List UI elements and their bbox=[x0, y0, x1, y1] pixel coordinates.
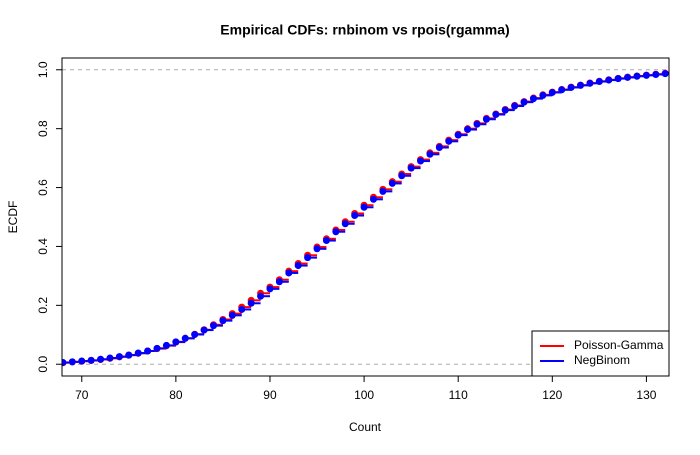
x-tick-label: 90 bbox=[263, 388, 277, 402]
x-tick-label: 100 bbox=[354, 388, 374, 402]
point bbox=[87, 356, 95, 364]
point bbox=[520, 98, 528, 106]
plot-area bbox=[62, 69, 669, 367]
point bbox=[257, 292, 265, 300]
point bbox=[294, 262, 302, 270]
point bbox=[115, 353, 123, 361]
point bbox=[633, 72, 641, 80]
point bbox=[285, 269, 293, 277]
legend-label: Poisson-Gamma bbox=[574, 338, 664, 352]
point bbox=[200, 326, 208, 334]
x-tick-label: 110 bbox=[449, 388, 468, 402]
point bbox=[153, 344, 161, 352]
point bbox=[595, 78, 603, 86]
point bbox=[62, 358, 67, 366]
point bbox=[172, 338, 180, 346]
point bbox=[426, 150, 434, 158]
point bbox=[473, 120, 481, 128]
y-tick-label: 0.4 bbox=[36, 238, 50, 255]
point bbox=[97, 355, 105, 363]
point bbox=[369, 195, 377, 203]
point bbox=[605, 76, 613, 84]
point bbox=[341, 220, 349, 228]
point bbox=[407, 164, 415, 172]
point bbox=[181, 334, 189, 342]
y-tick-label: 0.6 bbox=[36, 179, 50, 196]
x-tick-label: 120 bbox=[542, 388, 562, 402]
point bbox=[398, 172, 406, 180]
point bbox=[435, 144, 443, 152]
point bbox=[322, 237, 330, 245]
x-tick-label: 70 bbox=[75, 388, 89, 402]
point bbox=[228, 311, 236, 319]
point bbox=[511, 102, 519, 110]
legend-box bbox=[531, 330, 670, 377]
plot-frame bbox=[61, 57, 670, 377]
point bbox=[219, 317, 227, 325]
point bbox=[614, 75, 622, 83]
point bbox=[304, 254, 312, 262]
point bbox=[445, 137, 453, 145]
point bbox=[586, 79, 594, 87]
point bbox=[332, 228, 340, 236]
y-tick-label: 0.2 bbox=[36, 297, 50, 314]
x-axis-label: Count bbox=[349, 420, 382, 434]
point bbox=[68, 358, 76, 366]
point bbox=[388, 179, 396, 187]
point bbox=[379, 187, 387, 195]
point bbox=[558, 86, 566, 94]
legend-label: NegBinom bbox=[574, 353, 630, 367]
y-tick-label: 1.0 bbox=[36, 61, 50, 78]
point bbox=[162, 341, 170, 349]
point bbox=[642, 71, 650, 79]
x-tick-label: 80 bbox=[169, 388, 183, 402]
point bbox=[191, 330, 199, 338]
point bbox=[548, 88, 556, 96]
point bbox=[492, 111, 500, 119]
point bbox=[482, 115, 490, 123]
point bbox=[567, 83, 575, 91]
point bbox=[266, 285, 274, 293]
point bbox=[275, 278, 283, 286]
point bbox=[134, 349, 142, 357]
point bbox=[210, 322, 218, 330]
point bbox=[360, 203, 368, 211]
point bbox=[454, 131, 462, 139]
point bbox=[106, 354, 114, 362]
y-axis-label: ECDF bbox=[6, 201, 20, 234]
point bbox=[539, 91, 547, 99]
point bbox=[78, 357, 86, 365]
y-tick-label: 0.8 bbox=[36, 120, 50, 137]
point bbox=[417, 157, 425, 165]
point bbox=[144, 347, 152, 355]
y-tick-label: 0.0 bbox=[36, 356, 50, 373]
point bbox=[577, 81, 585, 89]
point bbox=[313, 245, 321, 253]
point bbox=[624, 73, 632, 81]
point bbox=[125, 351, 133, 359]
chart-title: Empirical CDFs: rnbinom vs rpois(rgamma) bbox=[220, 22, 509, 38]
point bbox=[661, 70, 669, 78]
x-tick-label: 130 bbox=[636, 388, 656, 402]
point bbox=[652, 70, 660, 78]
point bbox=[247, 299, 255, 307]
point bbox=[351, 212, 359, 220]
point bbox=[464, 126, 472, 134]
point bbox=[529, 95, 537, 103]
point bbox=[238, 305, 246, 313]
point bbox=[501, 106, 509, 114]
